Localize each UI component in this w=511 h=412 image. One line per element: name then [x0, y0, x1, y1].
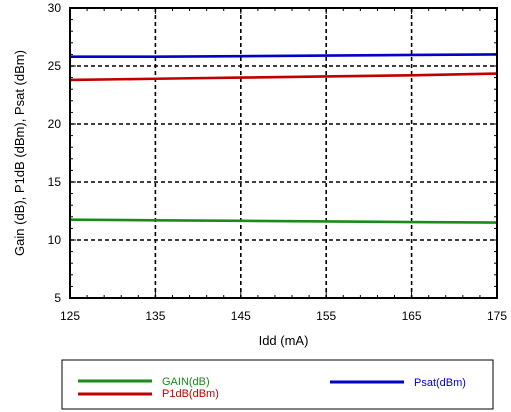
y-tick-label: 10 [48, 233, 62, 247]
x-tick-label: 145 [231, 309, 251, 323]
legend-label-p1db: P1dB(dBm) [162, 388, 219, 400]
y-axis-label: Gain (dB), P1dB (dBm), Psat (dBm) [12, 50, 27, 256]
y-tick-label: 15 [48, 175, 62, 189]
y-tick-label: 25 [48, 59, 62, 73]
x-axis-label: Idd (mA) [259, 333, 309, 348]
series-line-0 [69, 218, 498, 224]
series-line-1 [69, 72, 498, 82]
x-tick-label: 155 [316, 309, 336, 323]
grid [70, 8, 497, 298]
legend-label-psat: Psat(dBm) [414, 377, 466, 389]
plot-frame [69, 7, 498, 299]
series-layer [69, 53, 498, 224]
x-tick-label: 125 [60, 309, 80, 323]
y-tick-label: 30 [48, 1, 62, 15]
y-tick-label: 5 [54, 291, 61, 305]
legend: GAIN(dB) P1dB(dBm) Psat(dBm) [61, 359, 494, 410]
legend-box [61, 359, 494, 410]
legend-label-gain: GAIN(dB) [162, 376, 210, 388]
ticks [69, 7, 498, 299]
y-tick-label: 20 [48, 117, 62, 131]
x-tick-label: 175 [487, 309, 507, 323]
x-tick-label: 165 [402, 309, 422, 323]
series-line-2 [70, 53, 498, 59]
tick-labels: 125 135 145 155 165 175 5 10 15 20 25 30 [48, 1, 508, 323]
x-tick-label: 135 [145, 309, 165, 323]
